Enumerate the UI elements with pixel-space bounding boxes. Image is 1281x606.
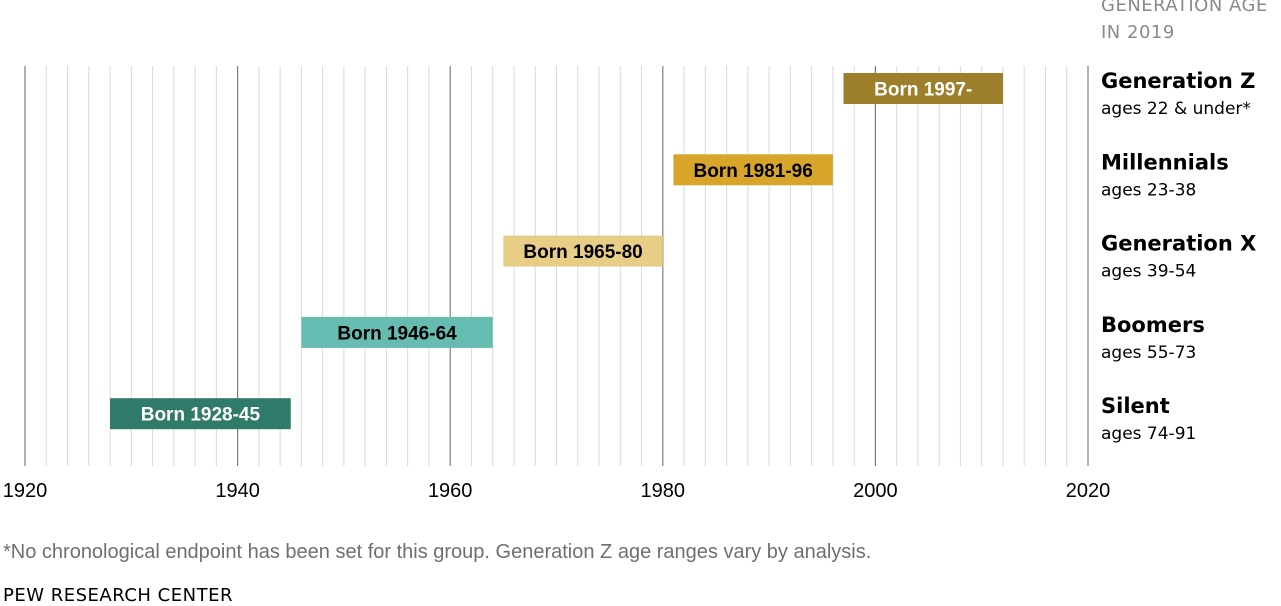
generation-ages: ages 39-54 [1101, 262, 1196, 282]
x-tick-label: 1940 [215, 480, 260, 502]
bar [503, 235, 663, 267]
bars: Born 1997- Born 1981-96 Born 1965-80 Born 1… [110, 73, 1003, 430]
x-tick-label: 1920 [3, 480, 48, 502]
generation-ages: ages 55-73 [1101, 343, 1196, 363]
header-line-2: IN 2019 [1101, 22, 1175, 43]
generation-labels: Generation Z ages 22 & under* Millennials a… [1101, 69, 1256, 444]
generation-name: Generation X [1101, 232, 1256, 256]
x-tick-label: 2020 [1066, 480, 1111, 502]
x-tick-label: 2000 [853, 480, 898, 502]
bar [301, 316, 493, 348]
bar [110, 398, 291, 430]
bar-label: Born 1965-80 [523, 242, 642, 263]
header-line-1: GENERATION AGE [1101, 0, 1268, 16]
generation-name: Boomers [1101, 313, 1205, 337]
generation-ages: ages 23-38 [1101, 180, 1196, 200]
bar [673, 154, 833, 186]
x-tick-label: 1980 [641, 480, 686, 502]
x-tick-label: 1960 [428, 480, 473, 502]
footnote: *No chronological endpoint has been set … [3, 541, 872, 563]
bar [843, 73, 1003, 104]
x-axis: 1920 1940 1960 1980 2000 2020 [3, 480, 1111, 502]
bar-label: Born 1946-64 [337, 323, 457, 344]
bar-label: Born 1981-96 [693, 161, 812, 182]
bar-label: Born 1928-45 [141, 405, 261, 426]
generation-ages: ages 22 & under* [1101, 99, 1251, 119]
generation-name: Generation Z [1101, 69, 1255, 93]
source-label: PEW RESEARCH CENTER [3, 585, 233, 606]
bar-label: Born 1997- [874, 80, 972, 101]
generation-ages: ages 74-91 [1101, 424, 1196, 444]
gridlines [24, 66, 1089, 466]
generation-name: Millennials [1101, 150, 1229, 174]
generation-name: Silent [1101, 394, 1170, 418]
